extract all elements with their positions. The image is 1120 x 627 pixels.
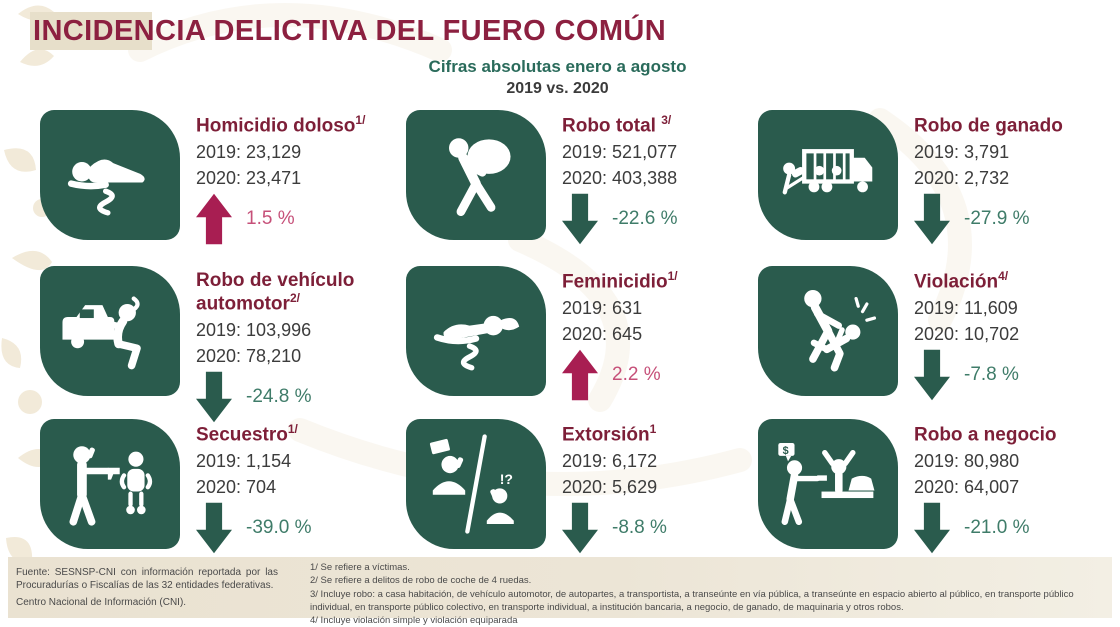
crime-title: Feminicidio1/: [562, 269, 678, 293]
trend: -8.8 %: [562, 502, 667, 554]
cattle-truck-icon: [758, 110, 898, 240]
crime-title: Violación4/: [914, 269, 1009, 293]
value-2020: 2020: 403,388: [562, 168, 678, 189]
value-2020: 2020: 78,210: [196, 346, 302, 367]
value-2019: 2019: 1,154: [196, 451, 292, 472]
value-2019: 2019: 3,791: [914, 142, 1010, 163]
car-theft-icon: [40, 266, 180, 396]
decrease-arrow-icon: [196, 371, 232, 423]
crime-title: Homicidio doloso1/: [196, 113, 366, 137]
source-line1: Fuente: SESNSP-CNI con información repor…: [16, 567, 278, 591]
svg-text:!?: !?: [500, 471, 513, 487]
footnote-3: 3/ Incluye robo: a casa habitación, de v…: [310, 588, 1074, 613]
thief-with-sack-icon: [406, 110, 546, 240]
crime-card-homicidio-doloso: Homicidio doloso1/ 2019: 23,129 2020: 23…: [40, 110, 392, 245]
value-2020: 2020: 64,007: [914, 477, 1020, 498]
value-2019: 2019: 6,172: [562, 451, 658, 472]
value-2020: 2020: 2,732: [914, 168, 1010, 189]
trend: -22.6 %: [562, 193, 677, 245]
crime-title: Secuestro1/: [196, 422, 298, 446]
extortion-call-icon: !?: [406, 419, 546, 549]
assault-icon: [758, 266, 898, 396]
page-title: INCIDENCIA DELICTIVA DEL FUERO COMÚN: [33, 15, 667, 47]
crime-card-robo-total: Robo total 3/ 2019: 521,077 2020: 403,38…: [406, 110, 758, 245]
crime-title: Robo a negocio: [914, 424, 1057, 446]
subtitle-years: 2019 vs. 2020: [506, 80, 609, 97]
trend: -27.9 %: [914, 193, 1063, 245]
crime-card-feminicidio: Feminicidio1/ 2019: 631 2020: 645 2.2 %: [406, 266, 758, 401]
value-2020: 2020: 645: [562, 324, 643, 345]
value-2019: 2019: 80,980: [914, 451, 1020, 472]
footnotes: 1/ Se refiere a víctimas. 2/ Se refiere …: [310, 561, 1114, 627]
crime-card-robo-de-ganado: Robo de ganado 2019: 3,791 2020: 2,732 -…: [758, 110, 1110, 245]
percent-change: -27.9 %: [964, 208, 1030, 230]
footer-band: Fuente: SESNSP-CNI con información repor…: [8, 557, 1112, 626]
trend: -21.0 %: [914, 502, 1057, 554]
percent-change: -39.0 %: [246, 517, 312, 539]
footnote-1: 1/ Se refiere a víctimas.: [310, 562, 410, 573]
percent-change: -22.6 %: [612, 208, 678, 230]
increase-arrow-icon: [196, 193, 232, 245]
kidnapping-icon: [40, 419, 180, 549]
crime-title: Robo total 3/: [562, 113, 672, 137]
crime-card-robo-a-negocio: $ Robo a negocio 2019: 80,980 2020: 64,0…: [758, 419, 1110, 554]
svg-text:$: $: [783, 445, 789, 457]
source-line2: Centro Nacional de Información (CNI).: [16, 597, 187, 608]
value-2020: 2020: 5,629: [562, 477, 658, 498]
value-2019: 2019: 521,077: [562, 142, 678, 163]
trend: -24.8 %: [196, 371, 392, 423]
trend: 2.2 %: [562, 349, 678, 401]
increase-arrow-icon: [562, 349, 598, 401]
store-robbery-icon: $: [758, 419, 898, 549]
crime-title: Extorsión1: [562, 422, 657, 446]
value-2019: 2019: 23,129: [196, 142, 302, 163]
value-2019: 2019: 103,996: [196, 320, 312, 341]
percent-change: 2.2 %: [612, 364, 661, 386]
crime-card-extorsion: !? Extorsión1 2019: 6,172 2020: 5,629 -8…: [406, 419, 758, 554]
source-note: Fuente: SESNSP-CNI con información repor…: [16, 566, 278, 609]
crime-card-robo-de-vehiculo: Robo de vehículo automotor2/ 2019: 103,9…: [40, 266, 392, 423]
percent-change: 1.5 %: [246, 208, 295, 230]
crime-title: Robo de vehículo automotor2/: [196, 270, 355, 315]
decrease-arrow-icon: [914, 193, 950, 245]
homicide-victim-icon: [40, 110, 180, 240]
decrease-arrow-icon: [914, 502, 950, 554]
value-2019: 2019: 631: [562, 298, 643, 319]
percent-change: -24.8 %: [246, 386, 312, 408]
femicide-victim-icon: [406, 266, 546, 396]
trend: -39.0 %: [196, 502, 311, 554]
percent-change: -21.0 %: [964, 517, 1030, 539]
percent-change: -7.8 %: [964, 364, 1019, 386]
value-2019: 2019: 11,609: [914, 298, 1018, 319]
crime-card-violacion: Violación4/ 2019: 11,609 2020: 10,702 -7…: [758, 266, 1110, 401]
percent-change: -8.8 %: [612, 517, 667, 539]
footnote-2: 2/ Se refiere a delitos de robo de coche…: [310, 575, 532, 587]
trend: -7.8 %: [914, 349, 1019, 401]
value-2020: 2020: 23,471: [196, 168, 302, 189]
crime-title: Robo de ganado: [914, 115, 1063, 137]
footnote-4: 4/ Incluye violación simple y violación …: [310, 615, 518, 627]
value-2020: 2020: 704: [196, 477, 277, 498]
subtitle: Cifras absolutas enero a agosto: [428, 57, 687, 76]
crime-card-secuestro: Secuestro1/ 2019: 1,154 2020: 704 -39.0 …: [40, 419, 392, 554]
decrease-arrow-icon: [562, 193, 598, 245]
decrease-arrow-icon: [914, 349, 950, 401]
trend: 1.5 %: [196, 193, 365, 245]
decrease-arrow-icon: [562, 502, 598, 554]
value-2020: 2020: 10,702: [914, 324, 1020, 345]
decrease-arrow-icon: [196, 502, 232, 554]
